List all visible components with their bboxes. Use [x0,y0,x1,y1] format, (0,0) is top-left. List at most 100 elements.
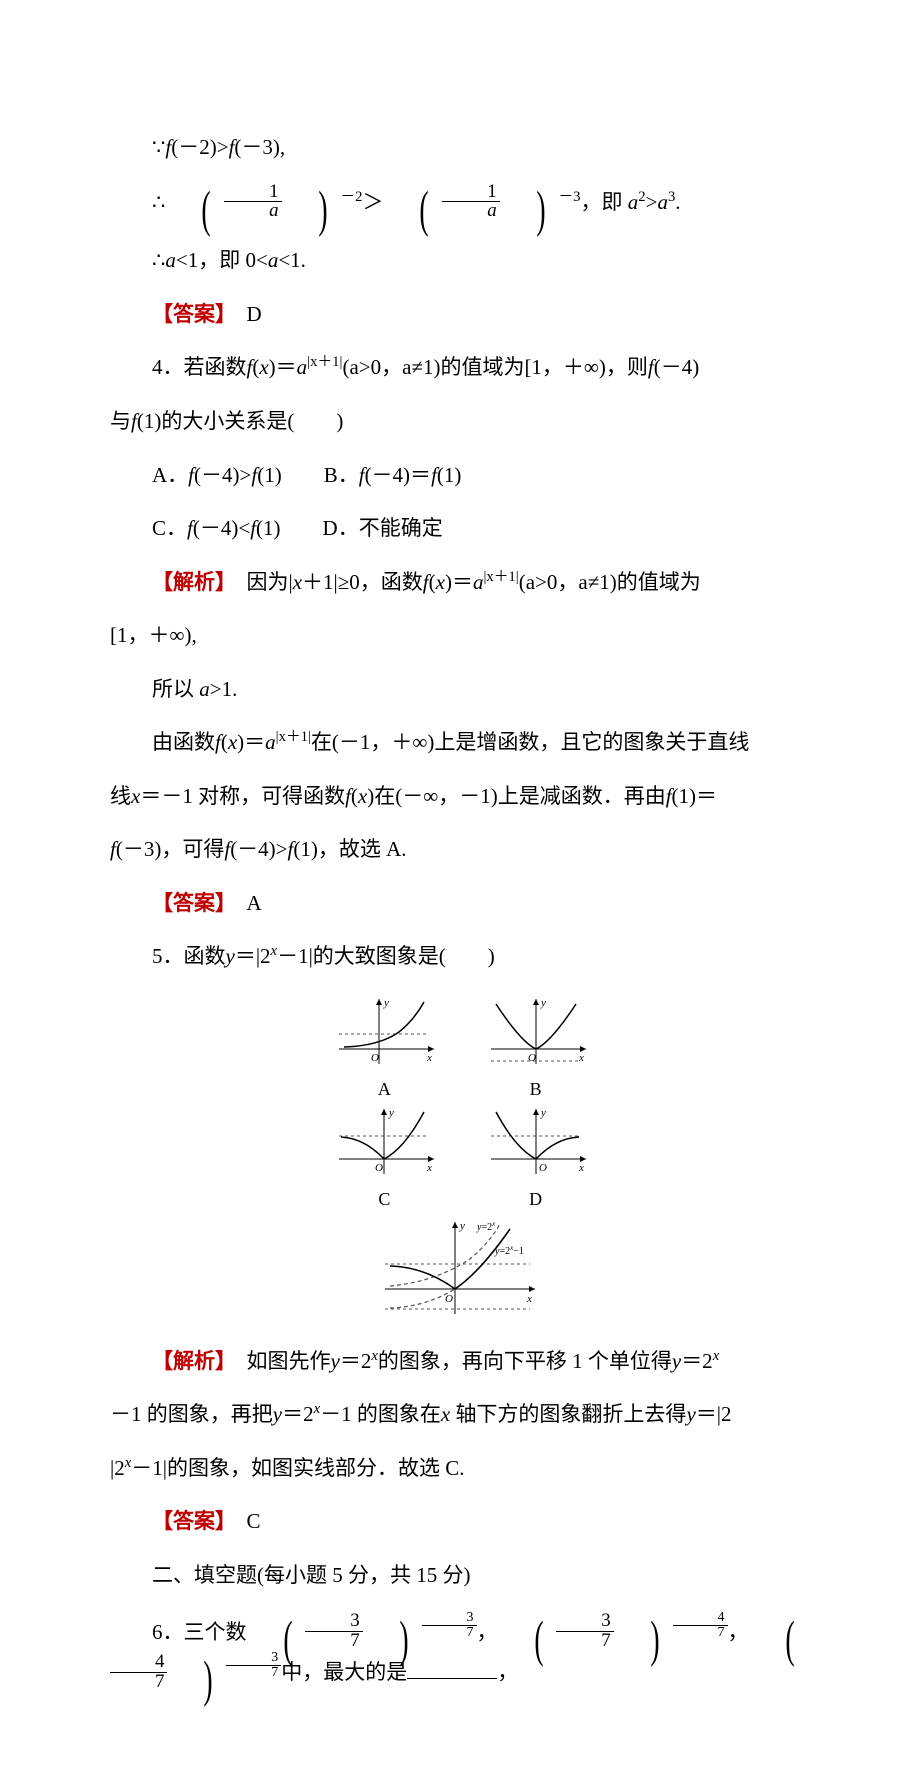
x: x [713,1348,720,1364]
question-4: 4．若函数f(x)＝a|x＋1|(a>0，a≠1)的值域为[1，＋∞)，则f(－… [110,351,810,384]
post: －1|的大致图象是( ) [277,944,495,968]
x: x [293,570,302,594]
comma: ， [497,1660,518,1684]
x-label: x [426,1162,432,1174]
an16: (1)＝ [672,784,718,808]
ie: ，即 [581,190,628,214]
frac-1-over-a: 1a [224,183,281,222]
rparen-icon: ) [376,1622,408,1657]
answer-5: 【答案】 C [110,1505,810,1538]
x: x [436,570,445,594]
a-1: a [628,190,639,214]
y: y [686,1402,695,1426]
opt-a: A． [152,463,188,487]
origin-label: O [539,1162,547,1174]
an19: (1)，故选 A. [293,837,406,861]
q4-analysis-5: 线x＝－1 对称，可得函数f(x)在(－∞，－1)上是减函数．再由f(1)＝ [110,780,810,813]
t2: ＝2 [340,1349,372,1373]
answer-a: A [226,891,262,915]
and: 与 [110,409,131,433]
y-label: y [540,997,546,1009]
opt-d: D．不能确定 [323,516,443,540]
t3: 的图象，再向下平移 1 个单位得 [378,1349,672,1373]
fC2: (－4)< [193,516,250,540]
chart-container: O x y A O x y B [110,994,810,1324]
exp-3-7-b: 37 [226,1659,281,1675]
an3: ( [429,570,436,594]
den-a-b: a [442,202,499,221]
y-label: y [383,997,389,1009]
t7: 轴下方的图象翻折上去得 [450,1402,686,1426]
question-4-cont: 与f(1)的大小关系是( ) [110,405,810,438]
y-2x-1-label: y=2x−1 [494,1244,524,1257]
f1b: (1)的大小关系是( ) [137,409,343,433]
an15: )在(－∞，－1)上是减函数．再由 [367,784,665,808]
en: 4 [673,1611,728,1626]
exp-4-7: 47 [673,1618,728,1634]
t4b: －1 的图象，再把 [110,1402,273,1426]
rparen-icon: ) [627,1622,659,1657]
t4: ＝2 [681,1349,713,1373]
f4b: (－4) [654,355,700,379]
an8b: >1. [210,677,238,701]
y: y [273,1402,282,1426]
q4-analysis-4: 由函数f(x)＝a|x＋1|在(－1，＋∞)上是增函数，且它的图象关于直线 [110,726,810,759]
origin-label: O [371,1052,379,1064]
chart-row-2: O x y C O x y D [311,1104,608,1214]
ed: 7 [422,1626,477,1640]
chart-b: O x y B [481,994,591,1104]
answer-label: 【答案】 [152,1509,226,1533]
chart-c: O x y C [329,1104,439,1214]
txt: 线 [110,784,131,808]
t5: ＝2 [282,1402,314,1426]
an17: (－3)，可得 [116,837,225,861]
q5-analysis-3: |2x－1|的图象，如图实线部分．故选 C. [110,1452,810,1485]
den: 7 [305,1632,362,1651]
exp-neg2: －2 [340,189,362,205]
t1: 如图先作 [226,1349,331,1373]
q4-analysis: 【解析】 因为|x＋1|≥0，函数f(x)＝a|x＋1|(a>0，a≠1)的值域… [110,566,810,599]
eq: )＝ [269,355,297,379]
an9: 由函数 [152,730,215,754]
an14: ( [351,784,358,808]
chart-row-3: O x y y=2x y=2x−1 [357,1214,563,1324]
x-label: x [426,1052,432,1064]
graph-b-icon: O x y [481,994,591,1074]
a: a [265,730,276,754]
frac-3-7-b: 37 [556,1612,613,1651]
chart-b-label: B [481,1076,591,1104]
an6: a>0，a≠1)的值域为 [526,570,701,594]
an10: ( [221,730,228,754]
cond: a>0，a≠1)的值域为[1，＋∞)，则 [349,355,647,379]
lparen-icon: ( [179,192,211,227]
x: x [259,355,268,379]
chart-row-1: O x y A O x y B [311,994,608,1104]
an2: ＋1|≥0，函数 [302,570,423,594]
chart-d: O x y D [481,1104,591,1214]
dot: . [675,190,680,214]
q5-pre: 5．函数 [152,944,226,968]
therefore: ∴ [152,190,165,214]
graph-explain-icon: O x y y=2x y=2x−1 [375,1214,545,1324]
a-2: a [657,190,668,214]
fC4: (1) [256,516,281,540]
an11: )＝ [237,730,265,754]
q4-analysis-2: [1，＋∞), [110,619,810,652]
t9: －1|的图象，如图实线部分．故选 C. [131,1456,464,1480]
chart-a-label: A [329,1076,439,1104]
x: x [441,1402,450,1426]
fB2: (－4)＝ [365,463,432,487]
num: 4 [110,1653,167,1673]
fill-blank[interactable] [407,1657,497,1679]
num: 3 [305,1612,362,1632]
line-1: ∵f(－2)>f(－3), [110,131,810,164]
t6: －1 的图象在 [320,1402,441,1426]
q6-pre: 6．三个数 [152,1619,247,1643]
y: y [672,1349,681,1373]
an1: 因为| [226,570,293,594]
rparen-icon: ) [513,192,545,227]
q4-opts-ab: A．f(－4)>f(1) B．f(－4)＝f(1) [110,459,810,492]
analysis-label: 【解析】 [152,1349,226,1373]
t8: ＝|2 [696,1402,732,1426]
q4-pre: 4．若函数 [152,355,247,379]
